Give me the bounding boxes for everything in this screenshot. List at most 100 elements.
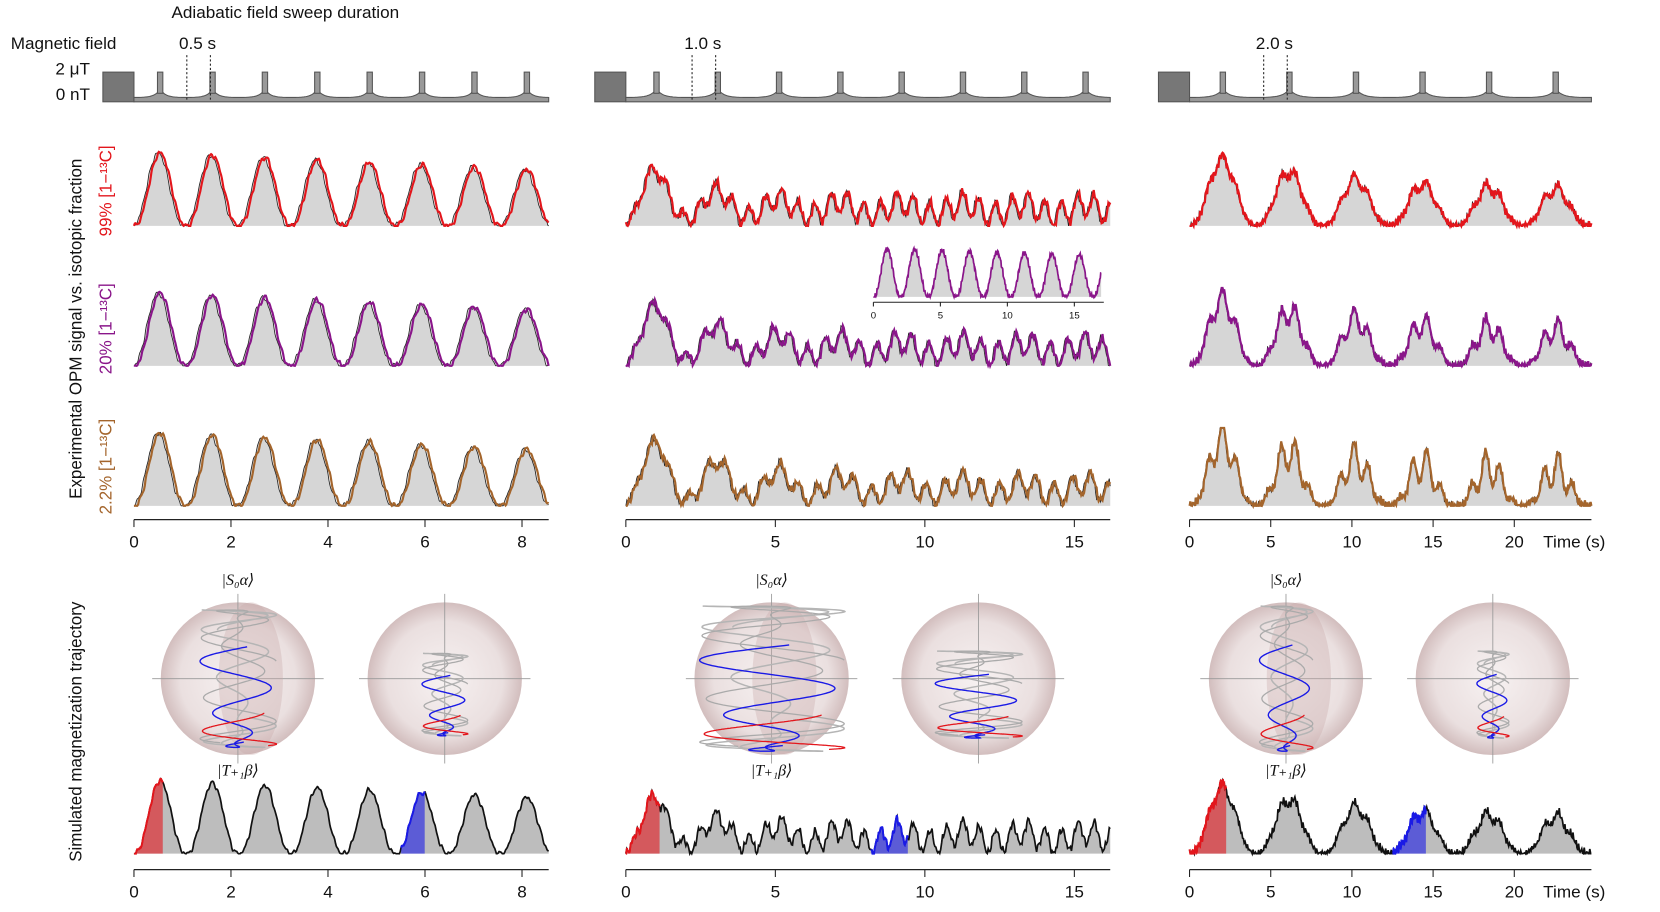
sim-area: [133, 778, 549, 854]
sim-window-line: [400, 791, 426, 849]
row-label: 20% [1−¹³C]: [97, 283, 116, 374]
x-tick-label: 20: [1505, 882, 1524, 901]
x-tick-label: 0: [1185, 882, 1195, 901]
sweep-duration: 2.0 s: [1256, 34, 1293, 53]
x-tick-label: 10: [915, 533, 934, 552]
sim-line: [625, 788, 1111, 857]
trajectory: [1259, 605, 1314, 752]
x-tick-label: 8: [517, 533, 527, 552]
field-pulse: [1485, 71, 1493, 94]
trajectory: [937, 715, 1023, 738]
signal-area: [133, 432, 549, 506]
trajectory: [199, 646, 272, 749]
signal-fit: [133, 431, 550, 508]
sim-line: [133, 777, 549, 855]
x-tick-label: 15: [1424, 533, 1443, 552]
trajectory: [199, 609, 277, 744]
trajectory: [1477, 716, 1510, 738]
x-tick-label: 2: [226, 533, 236, 552]
sim-window-line: [1188, 778, 1227, 856]
sphere-shade: [1266, 602, 1332, 756]
inset-line: [873, 245, 1102, 301]
signal-area: [1189, 152, 1592, 226]
trajectory: [935, 650, 1024, 739]
state-bottom: |T₊₁β⟩: [1265, 763, 1307, 780]
x-tick-label: 15: [1065, 533, 1084, 552]
inset-tick-label: 15: [1069, 311, 1080, 322]
inset-tick-label: 5: [938, 311, 943, 322]
title: Adiabatic field sweep duration: [171, 3, 399, 22]
field-sweep: [133, 88, 550, 103]
state-bottom: |T₊₁β⟩: [751, 763, 793, 780]
sweep-duration: 0.5 s: [179, 34, 216, 53]
inset-tick-label: 10: [1002, 311, 1013, 322]
signal-fit: [1188, 426, 1593, 510]
sweep-duration: 1.0 s: [684, 34, 721, 53]
sim-window-line: [625, 789, 661, 855]
field-low: 0 nT: [56, 85, 91, 104]
x-tick-label: 6: [420, 882, 430, 901]
field-pulse: [523, 71, 531, 94]
field-pulse: [1021, 71, 1028, 94]
signal-raw: [1189, 427, 1592, 508]
trajectory: [421, 674, 466, 737]
sim-window-line: [870, 814, 909, 855]
y-label: Experimental OPM signal vs. isotopic fra…: [67, 159, 86, 499]
inset-tick-label: 0: [871, 311, 876, 322]
signal-fit: [132, 150, 550, 228]
x-tick-label: 2: [226, 882, 236, 901]
trajectory: [1258, 644, 1311, 752]
field-block: [102, 71, 135, 103]
x-tick-label: 20: [1505, 533, 1524, 552]
field-block: [1157, 71, 1191, 103]
field-high: 2 μT: [55, 60, 90, 79]
field-pulse: [959, 71, 967, 94]
trajectory: [421, 652, 469, 734]
signal-raw: [1189, 287, 1592, 368]
sim-window-line: [133, 777, 164, 855]
field-pulse: [261, 71, 269, 94]
signal-area: [133, 152, 549, 226]
trajectory: [934, 673, 1018, 739]
signal-fit: [625, 295, 1112, 370]
x-tick-label: 15: [1424, 882, 1443, 901]
state-top: |S₀α⟩: [222, 572, 255, 589]
x-label: Time (s): [1543, 882, 1605, 901]
signal-fit: [624, 163, 1112, 229]
x-tick-label: 10: [1342, 533, 1361, 552]
x-tick-label: 8: [517, 882, 527, 901]
sim-area: [1189, 780, 1592, 854]
field-pulse: [653, 71, 660, 94]
trajectory: [200, 609, 278, 749]
trajectory: [1476, 650, 1510, 739]
x-tick-label: 5: [1266, 882, 1276, 901]
field-label: Magnetic field: [11, 34, 117, 53]
trajectory: [701, 605, 847, 752]
field-pulse: [1352, 71, 1360, 94]
signal-fit: [1189, 151, 1593, 230]
x-tick-label: 5: [771, 533, 781, 552]
trajectory: [201, 712, 278, 747]
x-tick-label: 0: [621, 882, 631, 901]
field-sweep: [625, 88, 1111, 103]
row-label: 2.2% [1−¹³C]: [97, 419, 116, 515]
field-pulse: [837, 71, 844, 94]
sim-label: Simulated magnetization trajectory: [67, 601, 86, 862]
field-pulse: [418, 71, 426, 94]
field-pulse: [775, 71, 783, 94]
state-top: |S₀α⟩: [755, 572, 788, 589]
x-tick-label: 5: [771, 882, 781, 901]
field-pulse: [1082, 71, 1089, 94]
trajectory: [421, 652, 469, 737]
field-pulse: [1552, 71, 1559, 94]
signal-area: [1189, 427, 1592, 506]
field-pulse: [366, 71, 373, 94]
trajectory: [703, 714, 846, 750]
field-pulse: [471, 71, 478, 94]
trajectory: [934, 650, 1023, 736]
trajectory: [1258, 605, 1314, 747]
trajectory: [422, 714, 469, 736]
trajectory: [1260, 714, 1314, 750]
sim-window-line: [1392, 805, 1427, 855]
field-pulse: [898, 71, 905, 94]
